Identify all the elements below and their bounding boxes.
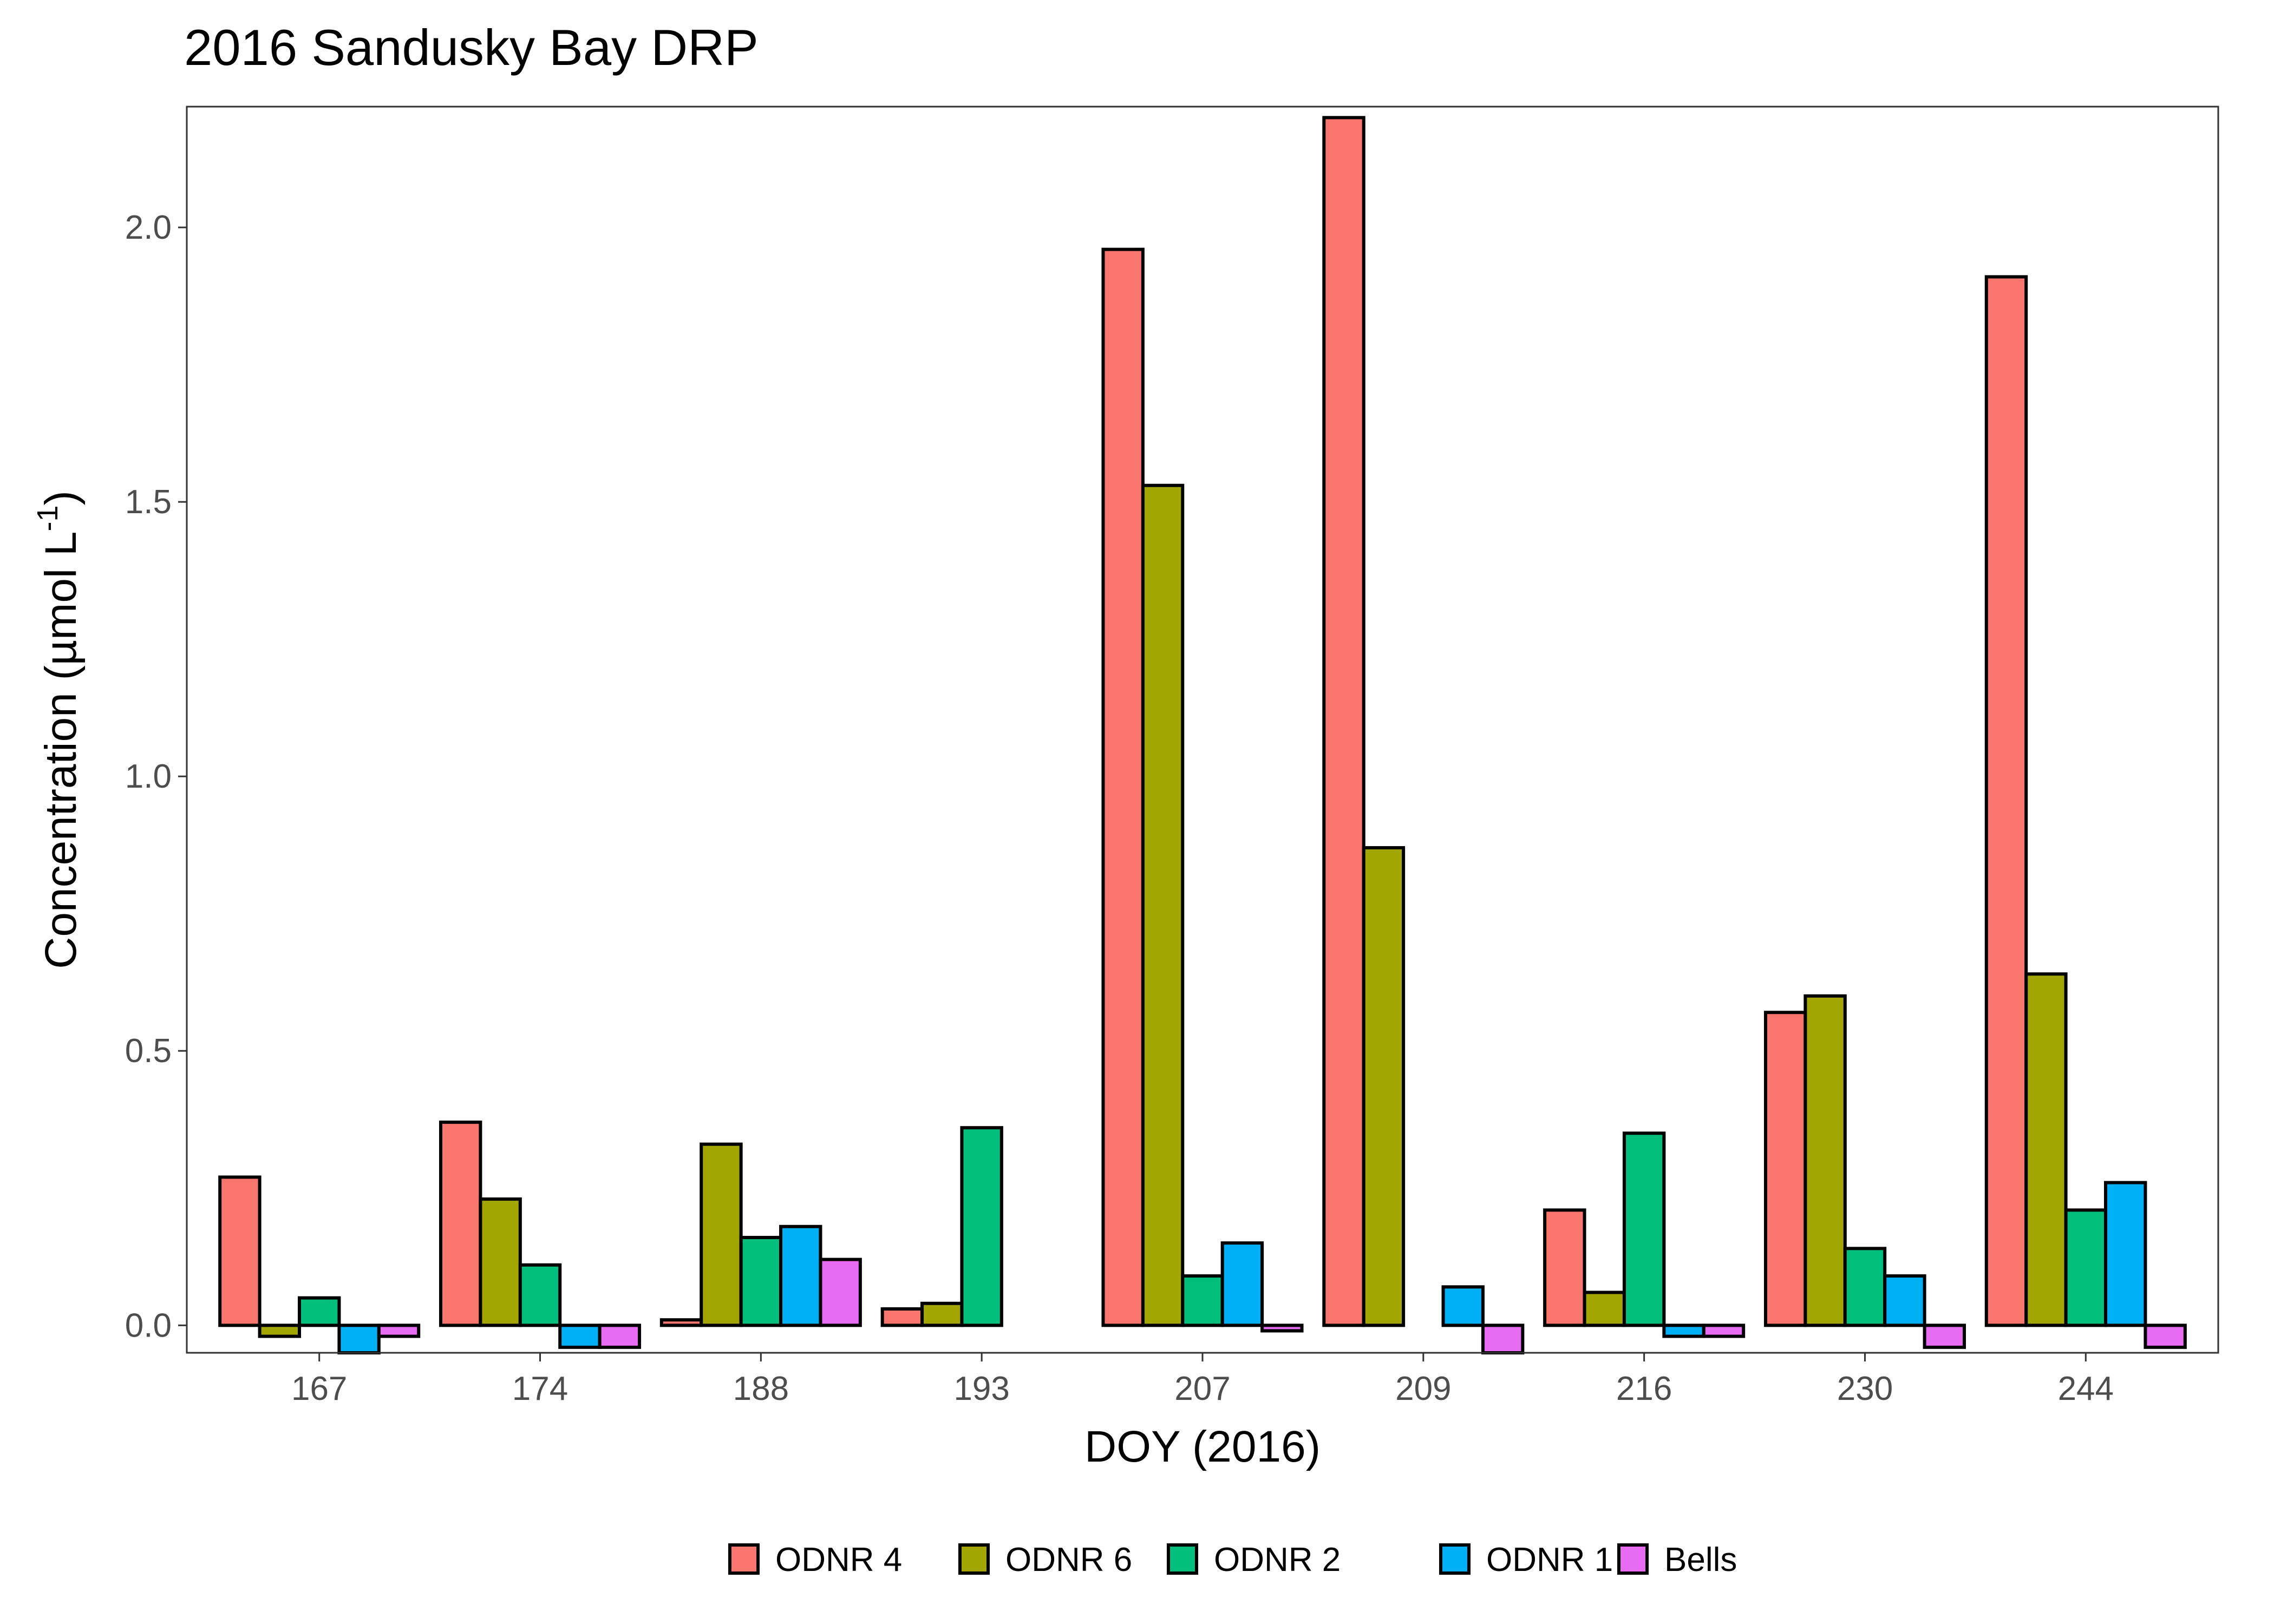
- x-tick-label: 209: [1395, 1370, 1451, 1407]
- bar-odnr-1-209: [1441, 1285, 1485, 1327]
- bar-bells-216: [1702, 1324, 1746, 1338]
- bar-odnr-6-244: [2024, 972, 2068, 1327]
- bar-odnr-6-167: [258, 1324, 301, 1338]
- legend-label: ODNR 2: [1214, 1541, 1341, 1579]
- legend-label: Bells: [1664, 1541, 1737, 1579]
- bar-bells-188: [819, 1258, 862, 1327]
- y-axis-title-close: ): [36, 490, 86, 505]
- y-tick-label: 0.5: [125, 1032, 172, 1070]
- bar-bells-244: [2144, 1324, 2187, 1349]
- bars-layer: [218, 116, 2187, 1355]
- bar-odnr-6-193: [920, 1301, 964, 1327]
- bar-bells-230: [1923, 1324, 1966, 1349]
- bar-bells-167: [377, 1324, 421, 1338]
- bar-odnr-2-244: [2064, 1208, 2108, 1327]
- y-tick-label: 0.0: [125, 1307, 172, 1344]
- legend-key-bells: [1617, 1543, 1649, 1575]
- bar-bells-174: [598, 1324, 642, 1349]
- bar-odnr-2-167: [297, 1296, 341, 1327]
- legend-label: ODNR 4: [775, 1541, 902, 1579]
- x-axis: 167 174 188 193 207 209 216 230 244: [291, 1353, 2114, 1407]
- bar-odnr-6-188: [700, 1142, 743, 1327]
- bar-odnr-1-216: [1662, 1324, 1706, 1338]
- bar-odnr-1-244: [2104, 1181, 2147, 1327]
- bar-odnr-2-174: [518, 1263, 562, 1327]
- bar-odnr-4-167: [218, 1175, 262, 1327]
- bar-bells-209: [1481, 1324, 1525, 1355]
- y-tick-label: 1.5: [125, 483, 172, 521]
- bar-odnr-4-230: [1763, 1011, 1807, 1327]
- y-axis: 0.0 0.5 1.0 1.5 2.0: [125, 209, 187, 1344]
- legend: ODNR 4 ODNR 6 ODNR 2 ODNR 1 Bells: [728, 1541, 1737, 1579]
- legend-key-odnr-4: [728, 1543, 760, 1575]
- bar-odnr-1-188: [779, 1224, 822, 1327]
- x-tick-label: 193: [953, 1370, 1009, 1407]
- legend-label: ODNR 1: [1486, 1541, 1613, 1579]
- bar-odnr-6-174: [479, 1197, 522, 1327]
- bar-odnr-4-207: [1101, 247, 1145, 1327]
- x-tick-label: 174: [512, 1370, 568, 1407]
- bar-odnr-2-216: [1622, 1131, 1666, 1327]
- y-axis-title-superscript: -1: [31, 505, 64, 531]
- bar-odnr-4-216: [1543, 1208, 1586, 1327]
- legend-key-odnr-2: [1167, 1543, 1198, 1575]
- bar-odnr-6-207: [1141, 483, 1185, 1327]
- bar-odnr-6-209: [1362, 846, 1406, 1327]
- bar-odnr-1-230: [1883, 1274, 1926, 1327]
- bar-odnr-4-244: [1984, 275, 2028, 1327]
- bar-odnr-1-174: [558, 1324, 602, 1349]
- bar-odnr-4-188: [659, 1318, 703, 1327]
- bar-odnr-2-230: [1843, 1247, 1887, 1327]
- x-tick-label: 216: [1616, 1370, 1672, 1407]
- bar-odnr-2-193: [960, 1126, 1003, 1327]
- x-tick-label: 167: [291, 1370, 347, 1407]
- bar-odnr-6-216: [1583, 1291, 1626, 1327]
- x-tick-label: 188: [733, 1370, 789, 1407]
- y-tick-label: 2.0: [125, 209, 172, 246]
- bar-odnr-4-209: [1322, 116, 1365, 1327]
- chart-title: 2016 Sandusky Bay DRP: [184, 19, 759, 76]
- bar-odnr-2-188: [739, 1236, 783, 1327]
- plot-panel-border: [186, 106, 2219, 1354]
- bar-odnr-1-167: [337, 1324, 381, 1355]
- y-axis-title: Concentration (µmol L-1): [31, 490, 86, 969]
- bar-odnr-4-174: [439, 1121, 482, 1327]
- x-axis-title: DOY (2016): [1084, 1422, 1321, 1471]
- y-tick-label: 1.0: [125, 758, 172, 795]
- plot-panel: [187, 107, 2218, 1353]
- x-tick-label: 207: [1174, 1370, 1230, 1407]
- x-tick-label: 244: [2058, 1370, 2114, 1407]
- y-axis-title-main: Concentration (µmol L: [36, 531, 86, 968]
- legend-label: ODNR 6: [1005, 1541, 1132, 1579]
- bar-odnr-1-207: [1220, 1241, 1264, 1327]
- legend-key-odnr-1: [1439, 1543, 1471, 1575]
- bar-bells-207: [1260, 1324, 1304, 1333]
- bar-odnr-4-193: [880, 1307, 924, 1327]
- legend-key-odnr-6: [958, 1543, 990, 1575]
- bar-odnr-6-230: [1803, 994, 1847, 1327]
- x-tick-label: 230: [1837, 1370, 1893, 1407]
- bar-odnr-2-207: [1181, 1274, 1224, 1327]
